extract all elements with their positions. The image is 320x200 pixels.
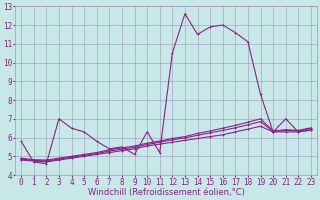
X-axis label: Windchill (Refroidissement éolien,°C): Windchill (Refroidissement éolien,°C) — [88, 188, 244, 197]
